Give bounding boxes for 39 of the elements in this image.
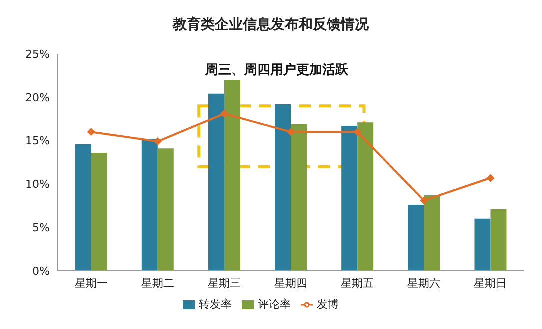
- legend-label: 评论率: [258, 298, 291, 311]
- point: [287, 128, 295, 136]
- x-tick-label: 星期日: [474, 276, 508, 290]
- x-tick-label: 星期六: [408, 276, 441, 290]
- point: [420, 196, 428, 205]
- bar: [142, 139, 158, 271]
- bar: [424, 195, 440, 271]
- y-tick-label: 25%: [26, 48, 50, 61]
- x-tick-label: 星期一: [74, 276, 108, 290]
- bar: [291, 124, 308, 271]
- chart-title: 教育类企业信息发布和反馈情况: [172, 16, 370, 35]
- bar: [275, 104, 292, 271]
- y-tick-label: 15%: [26, 134, 50, 148]
- x-tick-label: 星期三: [208, 276, 241, 290]
- legend-label: 发博: [317, 298, 339, 311]
- bar: [342, 126, 358, 271]
- bar: [358, 122, 374, 271]
- point: [486, 174, 495, 182]
- bar: [91, 152, 108, 271]
- point: [354, 128, 362, 136]
- y-tick-label: 5%: [32, 222, 50, 235]
- bar: [158, 148, 174, 271]
- annotation: 周三、周四用户更加活跃: [204, 62, 350, 78]
- bar: [490, 209, 507, 271]
- bar: [224, 80, 240, 271]
- bar: [474, 218, 491, 271]
- bar: [75, 144, 92, 271]
- point: [154, 138, 162, 146]
- point: [87, 128, 96, 136]
- y-tick-label: 0%: [32, 264, 50, 278]
- x-tick-label: 星期二: [141, 276, 174, 290]
- x-tick-label: 星期五: [341, 276, 374, 290]
- y-tick-label: 10%: [26, 178, 50, 192]
- x-tick-label: 星期四: [274, 276, 308, 290]
- bar: [408, 205, 424, 271]
- bar: [208, 94, 224, 271]
- point: [220, 110, 228, 118]
- y-tick-label: 20%: [26, 91, 50, 104]
- legend-label: 转发率: [199, 298, 232, 311]
